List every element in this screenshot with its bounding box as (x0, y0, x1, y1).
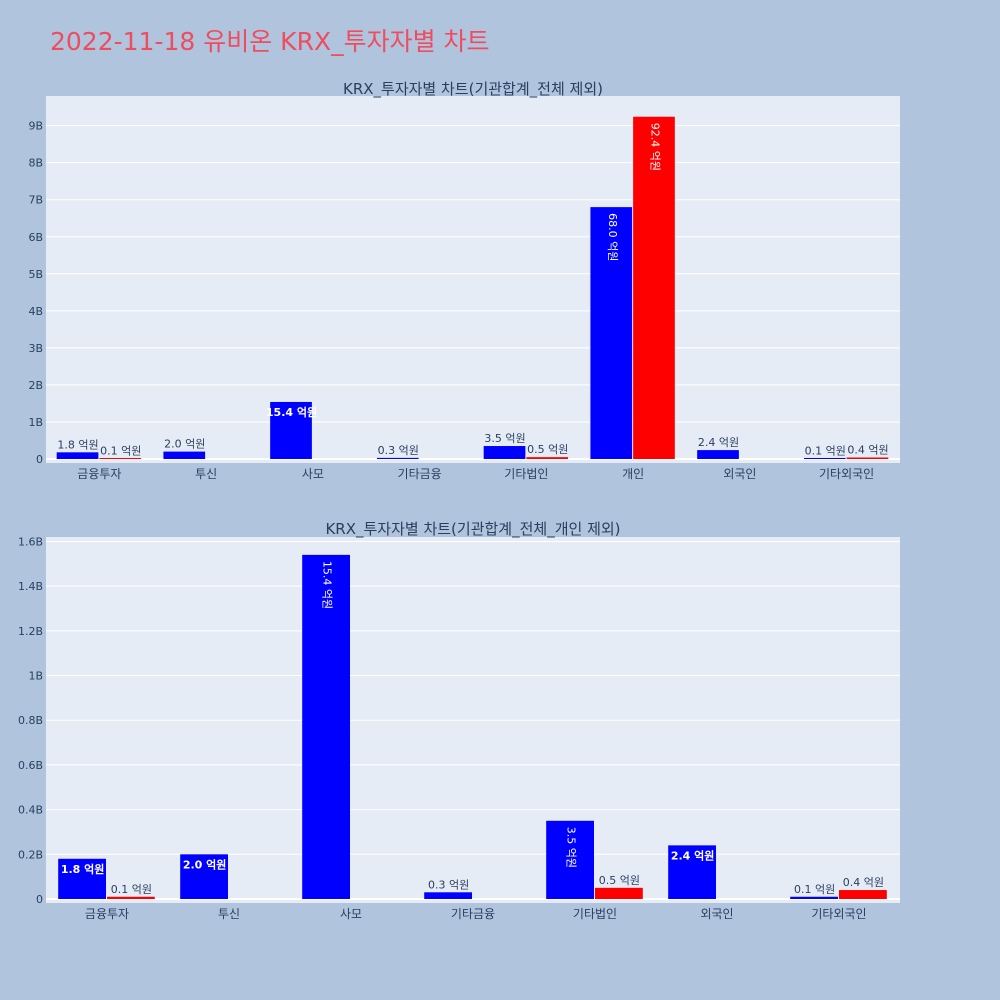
x-tick-label: 기타금융 (398, 467, 442, 481)
y-tick-label: 0.8B (18, 714, 43, 727)
bar (180, 854, 228, 899)
y-tick-label: 1B (28, 416, 43, 429)
y-tick-label: 1.6B (18, 535, 43, 548)
bar (526, 457, 569, 459)
x-tick-label: 투신 (195, 467, 217, 481)
x-tick-label: 외국인 (700, 907, 733, 921)
data-label: 68.0 억원 (606, 213, 619, 261)
chart-title: KRX_투자자별 차트(기관합계_전체_개인 제외) (325, 520, 620, 539)
data-label: 2.0 억원 (164, 438, 205, 451)
y-tick-label: 7B (28, 194, 43, 207)
y-tick-label: 1.4B (18, 580, 43, 593)
bar (790, 896, 838, 899)
data-label: 0.1 억원 (100, 445, 141, 458)
x-tick-label: 사모 (302, 467, 324, 481)
bar (107, 896, 155, 899)
bar (803, 458, 846, 459)
chart-bottom: KRX_투자자별 차트(기관합계_전체_개인 제외) 0 0.2B 0.4B 0.6B… (18, 520, 900, 921)
x-tick-label: 개인 (622, 467, 644, 481)
y-tick-label: 5B (28, 268, 43, 281)
y-tick-label: 1B (28, 670, 43, 683)
bar (697, 450, 739, 459)
y-tick-label: 1.2B (18, 625, 43, 638)
bar (846, 457, 889, 459)
plot-area (46, 96, 900, 463)
data-label: 15.4 억원 (266, 405, 317, 419)
data-label: 0.4 억원 (847, 444, 888, 457)
y-tick-label: 0 (36, 453, 43, 466)
x-tick-label: 기타외국인 (819, 467, 874, 481)
x-tick-label: 기타외국인 (811, 907, 866, 921)
bar (376, 457, 419, 459)
y-tick-label: 8B (28, 157, 43, 170)
data-label: 3.5 억원 (565, 827, 578, 868)
x-tick-label: 기타법인 (504, 467, 548, 481)
y-tick-label: 0.4B (18, 804, 43, 817)
data-label: 1.8 억원 (57, 438, 98, 451)
chart-top: KRX_투자자별 차트(기관합계_전체 제외) 0 1B 2B 3B 4B 5B 6B 7B 8… (28, 80, 900, 481)
x-tick-label: 금융투자 (85, 907, 129, 921)
data-label: 0.1 억원 (805, 445, 846, 458)
y-tick-label: 9B (28, 120, 43, 133)
x-tick-label: 투신 (218, 907, 240, 921)
data-label: 0.5 억원 (527, 443, 568, 456)
page-title: 2022-11-18 유비온 KRX_투자자별 차트 (50, 27, 490, 56)
chart-title: KRX_투자자별 차트(기관합계_전체 제외) (343, 80, 603, 99)
data-label: 0.3 억원 (378, 444, 419, 457)
data-label: 0.5 억원 (599, 874, 640, 887)
bar (302, 554, 350, 899)
bar (163, 451, 206, 459)
data-label: 15.4 억원 (321, 561, 334, 609)
data-label: 2.4 억원 (671, 848, 715, 862)
data-label: 1.8 억원 (61, 862, 105, 876)
data-label: 0.1 억원 (111, 883, 152, 896)
bar (58, 858, 106, 899)
x-tick-label: 외국인 (723, 467, 756, 481)
data-label: 2.4 억원 (698, 436, 739, 449)
data-label: 92.4 억원 (648, 123, 661, 171)
x-tick-label: 기타금융 (451, 907, 495, 921)
data-label: 0.1 억원 (794, 883, 835, 896)
y-tick-label: 0.2B (18, 848, 43, 861)
bar (595, 887, 643, 899)
x-tick-label: 기타법인 (573, 907, 617, 921)
y-tick-label: 3B (28, 342, 43, 355)
bar (424, 892, 472, 899)
data-label: 2.0 억원 (183, 857, 227, 871)
y-tick-label: 4B (28, 305, 43, 318)
y-tick-label: 0.6B (18, 759, 43, 772)
bar (99, 458, 142, 459)
x-tick-label: 사모 (340, 907, 362, 921)
bar (590, 207, 633, 459)
bar (56, 452, 99, 459)
y-tick-label: 0 (36, 893, 43, 906)
data-label: 0.3 억원 (428, 878, 469, 891)
bar (633, 116, 675, 459)
bar (270, 401, 312, 459)
bar (839, 890, 887, 899)
data-label: 0.4 억원 (843, 876, 884, 889)
y-tick-label: 6B (28, 231, 43, 244)
x-tick-label: 금융투자 (77, 467, 121, 481)
bar (668, 845, 716, 899)
bar (546, 820, 594, 899)
y-tick-label: 2B (28, 379, 43, 392)
bar (483, 446, 526, 459)
data-label: 3.5 억원 (484, 432, 525, 445)
